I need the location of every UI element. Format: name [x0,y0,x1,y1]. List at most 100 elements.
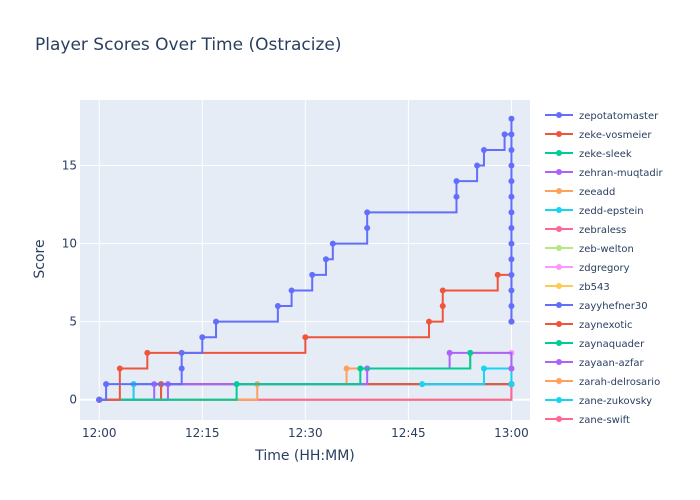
x-tick-label: 12:00 [82,426,117,440]
data-point [343,365,350,372]
data-point [508,209,515,216]
legend-item[interactable]: zdgregory [545,263,630,274]
legend-item[interactable]: zayyhefner30 [545,301,648,312]
legend-item[interactable]: zaynaquader [545,339,645,350]
legend-item[interactable]: zeeadd [545,187,615,198]
series-zepotatomaster [96,115,515,403]
data-point [322,256,329,263]
data-point [467,349,474,356]
data-point [309,271,316,278]
legend-label: zaynexotic [579,320,633,331]
legend-label: zehran-muqtadir [579,168,664,179]
legend-swatch-marker [556,283,562,289]
data-point [508,225,515,231]
legend-item[interactable]: zayaan-azfar [545,358,645,369]
legend-item[interactable]: zedd-epstein [545,206,644,217]
x-axis-title: Time (HH:MM) [254,448,355,464]
legend-label: zayyhefner30 [579,301,648,312]
x-tick-label: 12:30 [288,426,323,440]
data-point [357,365,364,372]
legend-label: zaynaquader [579,339,645,350]
legend-item[interactable]: zepotatomaster [545,111,659,122]
data-point [302,334,309,341]
data-point [508,318,515,325]
legend-label: zane-zukovsky [579,396,652,407]
y-axis-title: Score [32,239,48,278]
legend-item[interactable]: zarah-delrosario [545,377,660,388]
legend-item[interactable]: zaynexotic [545,320,633,331]
legend-item[interactable]: zane-swift [545,415,630,426]
legend-swatch-marker [556,359,562,365]
legend-swatch-marker [556,188,562,194]
legend-item[interactable]: zeb-welton [545,244,634,255]
series-layer [96,115,515,403]
data-point [508,271,515,278]
legend-swatch-marker [556,150,562,156]
data-point [453,178,460,185]
y-tick-label: 10 [62,237,77,251]
legend-swatch-marker [556,264,562,270]
data-point [364,225,371,231]
x-tick-label: 12:15 [185,426,220,440]
data-point [233,381,240,388]
data-point [426,318,433,325]
legend-label: zeke-sleek [579,149,632,160]
data-point [508,178,515,185]
legend-swatch-marker [556,245,562,251]
y-tick-label: 15 [62,159,77,173]
data-point [453,193,460,200]
legend-label: zb543 [579,282,610,293]
legend-swatch-marker [556,378,562,384]
data-point [329,240,336,247]
legend-item[interactable]: zane-zukovsky [545,396,652,407]
legend-swatch-marker [556,302,562,308]
data-point [199,334,206,341]
legend-item[interactable]: zeke-sleek [545,149,632,160]
data-point [96,396,103,403]
data-point [508,240,515,247]
data-point [480,365,487,372]
data-point [508,162,515,169]
legend: zepotatomaster zeke-vosmeier zeke-sleek zeh… [545,111,664,426]
data-point [474,162,481,169]
legend-swatch-marker [556,340,562,346]
series-line [99,352,472,401]
legend-swatch-marker [556,321,562,327]
legend-swatch-marker [556,207,562,213]
data-point [178,349,185,356]
legend-item[interactable]: zehran-muqtadir [545,168,664,179]
x-tick-label: 12:45 [391,426,426,440]
legend-item[interactable]: zeke-vosmeier [545,130,652,141]
data-point [213,318,220,325]
legend-label: zane-swift [579,415,630,426]
legend-item[interactable]: zb543 [545,282,610,293]
data-point [288,287,295,294]
series-line [99,118,513,401]
series-line [99,273,513,401]
legend-label: zebraless [579,225,626,236]
legend-label: zepotatomaster [579,111,659,122]
data-point [508,303,515,310]
legend-label: zeeadd [579,187,615,198]
legend-swatch-marker [556,226,562,232]
data-point [439,303,446,310]
data-point [364,209,371,216]
data-point [439,287,446,294]
series-zedd-epstein [419,365,515,388]
data-point [508,115,515,122]
legend-label: zarah-delrosario [579,377,660,388]
data-point [508,381,515,388]
data-point [480,146,487,153]
data-point [508,287,515,294]
data-point [446,349,453,356]
legend-label: zdgregory [579,263,630,274]
data-point [116,365,123,372]
y-tick-label: 5 [69,315,77,329]
data-point [508,256,515,263]
legend-label: zayaan-azfar [579,358,645,369]
data-point [508,365,515,372]
data-point [178,365,185,372]
legend-label: zedd-epstein [579,206,644,217]
legend-item[interactable]: zebraless [545,225,626,236]
